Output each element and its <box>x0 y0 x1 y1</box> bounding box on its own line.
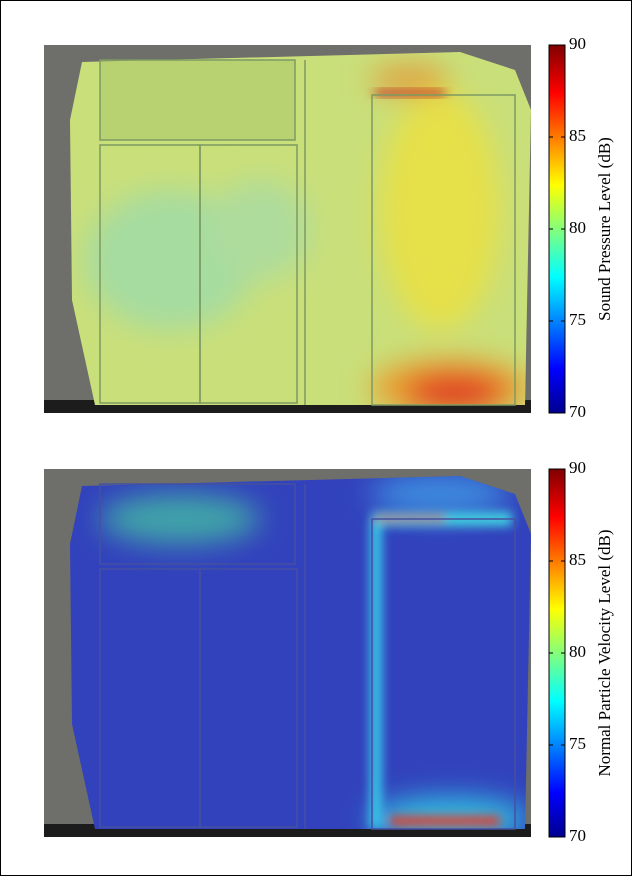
colorbar-tick-label: 70 <box>569 826 586 845</box>
figure: 70 75 80 85 90 Sound Pressure Level (dB) 70 75 8… <box>0 0 632 876</box>
colorbar-tick-label: 90 <box>569 34 586 53</box>
colorbar-label: Sound Pressure Level (dB) <box>595 137 614 321</box>
colorbar-tick-label: 75 <box>569 734 586 753</box>
colorbar-tick-label: 90 <box>569 458 586 477</box>
colorbar-tick-label: 85 <box>569 126 586 145</box>
colorbar-tick-label: 80 <box>569 642 586 661</box>
colorbar-tick-label: 70 <box>569 402 586 421</box>
heatmap-image <box>44 469 531 841</box>
colorbar-label: Normal Particle Velocity Level (dB) <box>595 529 614 776</box>
colorbar-tick-label: 85 <box>569 550 586 569</box>
colorbar-tick-label: 75 <box>569 310 586 329</box>
colorbar-tick-label: 80 <box>569 218 586 237</box>
heatmap-image <box>44 45 531 418</box>
